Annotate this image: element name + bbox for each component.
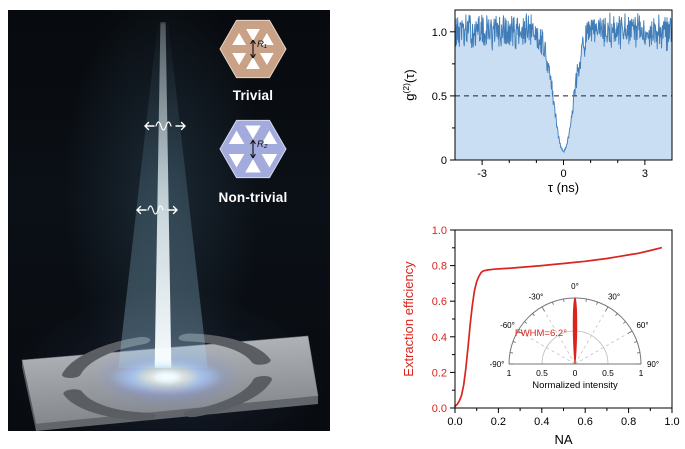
na-xtick-label: 0.8: [621, 416, 636, 428]
g2-trace: [454, 12, 673, 154]
inset-radius-label: 0.5: [602, 368, 614, 378]
na-ytick-label: 0.2: [432, 367, 447, 379]
inset-radius-label: 1: [639, 368, 644, 378]
g2-ytick-label: 0: [441, 155, 447, 167]
extraction-curve: [454, 246, 662, 408]
plate-left-edge: [22, 360, 36, 431]
na-ytick-label: 0.6: [432, 296, 447, 308]
na-ytick-label: 0.0: [432, 403, 447, 415]
inset-xaxis-title: Normalized intensity: [532, 380, 618, 391]
g2-area: [455, 12, 672, 160]
plate-front-edge: [36, 396, 318, 431]
inset-radius-label: 0.5: [536, 368, 548, 378]
radius-label: R₂: [257, 139, 268, 150]
g2-xtick-label: 3: [642, 168, 648, 180]
na-xaxis-title: NA: [554, 432, 572, 447]
trivial-label: Trivial: [232, 88, 274, 103]
inset-angle-label: 0°: [571, 282, 579, 291]
nontrivial-label: Non-trivial: [218, 190, 288, 205]
inset-angle-label: -90°: [490, 360, 505, 369]
trivial-unit-cell: R₁: [219, 19, 287, 79]
g2-xaxis-title: τ (ns): [548, 180, 579, 195]
na-ytick-label: 0.8: [432, 261, 447, 273]
photon-wavepacket-icon: [136, 205, 178, 215]
g2-correlation-chart: -3 0 3 0 0.5 1.0 τ (ns) g(2)(τ): [401, 9, 673, 195]
radius-arrow-icon: [250, 139, 256, 159]
radius-label: R₁: [257, 39, 267, 50]
inset-angle-label: -30°: [529, 292, 544, 301]
inset-angle-label: 30°: [608, 292, 620, 301]
triangle-holes: [228, 125, 278, 173]
na-ytick-label: 0.4: [432, 332, 447, 344]
inset-radius-label: 0: [573, 368, 578, 378]
inset-angle-label: -60°: [500, 321, 515, 330]
g2-xtick-label: -3: [477, 168, 487, 180]
na-xtick-label: 0.6: [578, 416, 593, 428]
g2-yaxis-title: g(2)(τ): [401, 69, 417, 100]
nontrivial-unit-cell: R₂: [219, 119, 287, 179]
fwhm-annotation: FWHM=6.2°: [515, 328, 567, 339]
na-xtick-label: 0.4: [534, 416, 549, 428]
g2-ytick-label: 0.5: [432, 91, 447, 103]
ring-slots: [61, 333, 273, 421]
photon-wavepacket-icon: [144, 121, 186, 131]
radius-arrow-icon: [250, 39, 256, 59]
g2-xtick-label: 0: [560, 168, 566, 180]
na-xtick-label: 0.0: [447, 416, 462, 428]
inset-angle-label: 60°: [636, 321, 648, 330]
far-field-lobe: [572, 297, 578, 365]
device-illustration: R₁ Trivial R₂ Non-trivial: [8, 10, 330, 431]
na-xtick-label: 1.0: [664, 416, 679, 428]
inset-radius-label: 1: [507, 368, 512, 378]
beam-impact-glow: [108, 360, 226, 394]
extraction-efficiency-chart: 0.0 0.2 0.4 0.6 0.8 1.0 0.0 0.2 0.4 0.6 0.8 1.0 NA Ex…: [401, 225, 680, 447]
na-xtick-label: 0.2: [491, 416, 506, 428]
na-yaxis-title: Extraction efficiency: [401, 261, 416, 377]
g2-ytick-label: 1.0: [432, 27, 447, 39]
na-ytick-label: 1.0: [432, 225, 447, 237]
inset-angle-label: 90°: [647, 360, 659, 369]
triangle-holes: [232, 29, 274, 69]
